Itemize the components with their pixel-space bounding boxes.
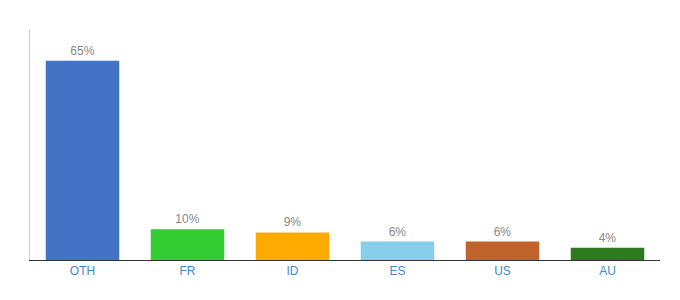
svg-text:9%: 9% — [284, 215, 302, 229]
svg-text:65%: 65% — [70, 44, 94, 58]
svg-text:6%: 6% — [494, 225, 512, 239]
svg-text:FR: FR — [180, 264, 196, 278]
svg-text:OTH: OTH — [70, 264, 95, 278]
svg-text:4%: 4% — [599, 231, 617, 245]
svg-text:US: US — [494, 264, 511, 278]
svg-text:ES: ES — [389, 264, 405, 278]
svg-text:AU: AU — [599, 264, 616, 278]
svg-text:6%: 6% — [389, 225, 407, 239]
svg-text:ID: ID — [287, 264, 299, 278]
svg-text:10%: 10% — [175, 212, 199, 226]
